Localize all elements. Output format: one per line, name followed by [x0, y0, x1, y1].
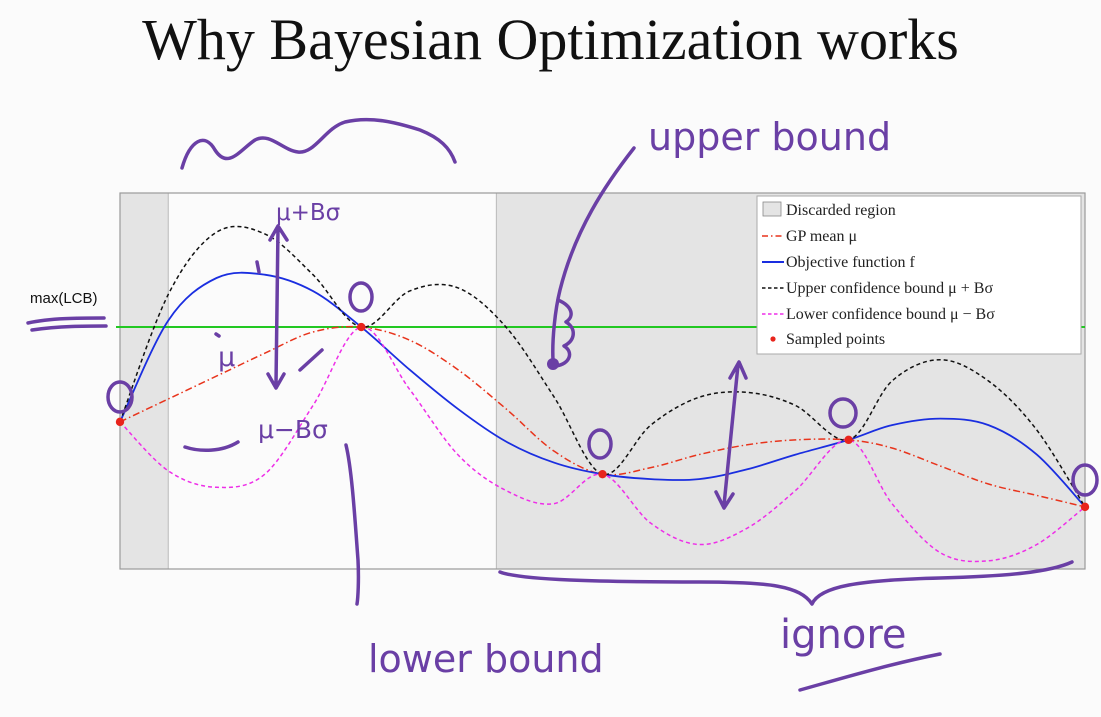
legend-entry-discarded: Discarded region: [786, 202, 896, 219]
sampled-point-1: [115, 417, 125, 427]
sampled-points: [115, 322, 1090, 512]
annotation-mu: μ: [218, 342, 235, 373]
circle-point-2: [348, 281, 374, 313]
annotation-upper-bound: upper bound: [648, 115, 891, 159]
legend-box: [756, 195, 1082, 355]
legend-entry-points: Sampled points: [786, 331, 885, 348]
annotation-mu-minus-bsigma: μ−Bσ: [258, 415, 328, 444]
legend-entry-lcb: Lower confidence bound μ − Bσ: [786, 306, 995, 323]
series-lines: [119, 225, 1086, 563]
max-lcb-label: max(LCB): [30, 290, 98, 307]
slide-title: Why Bayesian Optimization works: [142, 7, 959, 72]
legend-swatch-points: [770, 336, 776, 342]
legend-entry-gp-mean: GP mean μ: [786, 228, 857, 245]
underline-ignore: [798, 652, 942, 692]
arrow-lower-bound: [344, 443, 361, 606]
scribble-top-wave: [180, 117, 457, 170]
annotation-mu-plus-bsigma: μ+Bσ: [276, 200, 340, 226]
handwritten-annotations: μ+Bσ μ μ−Bσ upper bound lower bound igno…: [26, 115, 1099, 692]
circle-point-1: [106, 380, 134, 414]
arrow-double: [266, 224, 289, 390]
arrow-interval: [714, 360, 748, 510]
dash-ucb: [255, 260, 261, 274]
sampled-point-5: [1080, 502, 1090, 512]
arrow-upper-bound: [551, 146, 636, 362]
legend-swatch-discarded: [762, 201, 782, 217]
tick-mark: [298, 348, 324, 372]
brace-gap: [554, 298, 575, 368]
scribble-left-mark: [26, 316, 108, 332]
series-upper-confidence-bound: [119, 225, 1086, 508]
sampled-point-2: [357, 322, 366, 332]
discarded-region-1: [119, 192, 169, 570]
annotation-lower-bound: lower bound: [368, 637, 604, 681]
circle-point-5: [1071, 463, 1099, 497]
series-gp-mean: [119, 325, 1086, 508]
annotation-ignore: ignore: [780, 612, 907, 658]
legend-entry-ucb: Upper confidence bound μ + Bσ: [786, 280, 993, 297]
dot-mu: [214, 332, 221, 338]
circle-point-4: [828, 397, 858, 429]
circle-point-3: [587, 428, 613, 460]
series-objective-function: [119, 271, 1086, 508]
dot-ucb-point: [547, 358, 559, 370]
sampled-point-3: [598, 469, 607, 479]
series-lower-confidence-bound: [119, 326, 1086, 563]
legend: Discarded region GP mean μ Objective fun…: [756, 195, 1082, 355]
legend-entry-objective: Objective function f: [786, 254, 916, 271]
brace-ignore: [498, 560, 1074, 606]
arc-left: [183, 440, 240, 453]
sampled-point-4: [844, 435, 853, 445]
